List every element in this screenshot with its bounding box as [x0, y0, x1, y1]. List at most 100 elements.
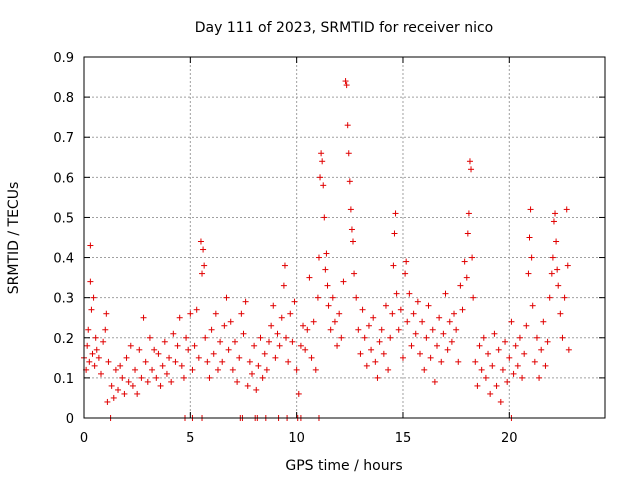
- data-point: [227, 318, 234, 325]
- y-tick-label: 0.2: [53, 332, 74, 347]
- data-point: [491, 330, 498, 337]
- data-point: [470, 294, 477, 301]
- data-point: [142, 358, 149, 365]
- data-point: [208, 326, 215, 333]
- data-point: [427, 354, 434, 361]
- data-point: [565, 346, 572, 353]
- data-point: [478, 366, 485, 373]
- data-point: [319, 158, 326, 165]
- data-point: [201, 262, 208, 269]
- data-point: [195, 354, 202, 361]
- data-point: [104, 398, 111, 405]
- data-point: [185, 346, 192, 353]
- data-point: [464, 230, 471, 237]
- data-point: [359, 306, 366, 313]
- data-point: [538, 346, 545, 353]
- data-point: [300, 322, 307, 329]
- data-point: [261, 350, 268, 357]
- data-point: [353, 294, 360, 301]
- data-point: [306, 274, 313, 281]
- data-point: [489, 362, 496, 369]
- data-point: [499, 366, 506, 373]
- data-point: [291, 298, 298, 305]
- x-axis-label: GPS time / hours: [285, 458, 402, 474]
- data-point: [320, 182, 327, 189]
- data-point: [119, 374, 126, 381]
- data-point: [324, 282, 331, 289]
- data-point: [389, 310, 396, 317]
- data-point: [151, 346, 158, 353]
- data-point: [338, 334, 345, 341]
- data-points: [81, 78, 572, 421]
- data-point: [404, 318, 411, 325]
- data-point: [423, 334, 430, 341]
- data-point: [103, 310, 110, 317]
- y-tick-label: 0.8: [53, 91, 74, 106]
- data-point: [419, 318, 426, 325]
- data-point: [90, 294, 97, 301]
- data-point: [421, 366, 428, 373]
- data-point: [391, 230, 398, 237]
- data-point: [229, 366, 236, 373]
- data-point: [463, 274, 470, 281]
- data-point: [136, 346, 143, 353]
- data-point: [361, 334, 368, 341]
- data-point: [157, 382, 164, 389]
- data-point: [95, 354, 102, 361]
- data-point: [210, 350, 217, 357]
- data-point: [323, 250, 330, 257]
- data-point: [342, 78, 349, 85]
- data-point: [397, 306, 404, 313]
- data-point: [92, 334, 99, 341]
- data-point: [127, 342, 134, 349]
- data-point: [559, 334, 566, 341]
- data-point: [302, 346, 309, 353]
- data-point: [521, 350, 528, 357]
- data-point: [457, 282, 464, 289]
- data-point: [453, 326, 460, 333]
- x-tick-label: 0: [80, 431, 88, 446]
- data-point: [293, 366, 300, 373]
- data-point: [199, 270, 206, 277]
- y-tick-label: 0.1: [53, 372, 74, 387]
- data-point: [315, 254, 322, 261]
- data-point: [183, 334, 190, 341]
- data-point: [444, 346, 451, 353]
- data-point: [465, 210, 472, 217]
- data-point: [280, 282, 287, 289]
- data-point: [281, 262, 288, 269]
- data-point: [455, 358, 462, 365]
- data-point: [528, 254, 535, 261]
- data-point: [487, 390, 494, 397]
- data-point: [238, 310, 245, 317]
- data-point: [123, 354, 130, 361]
- data-point: [365, 322, 372, 329]
- data-point: [87, 278, 94, 285]
- data-point: [236, 354, 243, 361]
- data-point: [370, 314, 377, 321]
- data-point: [436, 314, 443, 321]
- data-point: [263, 366, 270, 373]
- data-point: [193, 306, 200, 313]
- data-point: [266, 338, 273, 345]
- data-point: [276, 342, 283, 349]
- data-point: [412, 330, 419, 337]
- data-point: [461, 258, 468, 265]
- data-point: [289, 338, 296, 345]
- data-point: [350, 238, 357, 245]
- data-point: [408, 342, 415, 349]
- data-point: [180, 374, 187, 381]
- data-point: [416, 350, 423, 357]
- data-point: [508, 318, 515, 325]
- data-point: [253, 386, 260, 393]
- x-tick-label: 10: [288, 431, 305, 446]
- data-point: [234, 378, 241, 385]
- data-point: [189, 366, 196, 373]
- data-point: [212, 310, 219, 317]
- data-point: [376, 338, 383, 345]
- data-point: [340, 278, 347, 285]
- data-point: [325, 302, 332, 309]
- data-point: [395, 326, 402, 333]
- data-point: [255, 362, 262, 369]
- data-point: [244, 382, 251, 389]
